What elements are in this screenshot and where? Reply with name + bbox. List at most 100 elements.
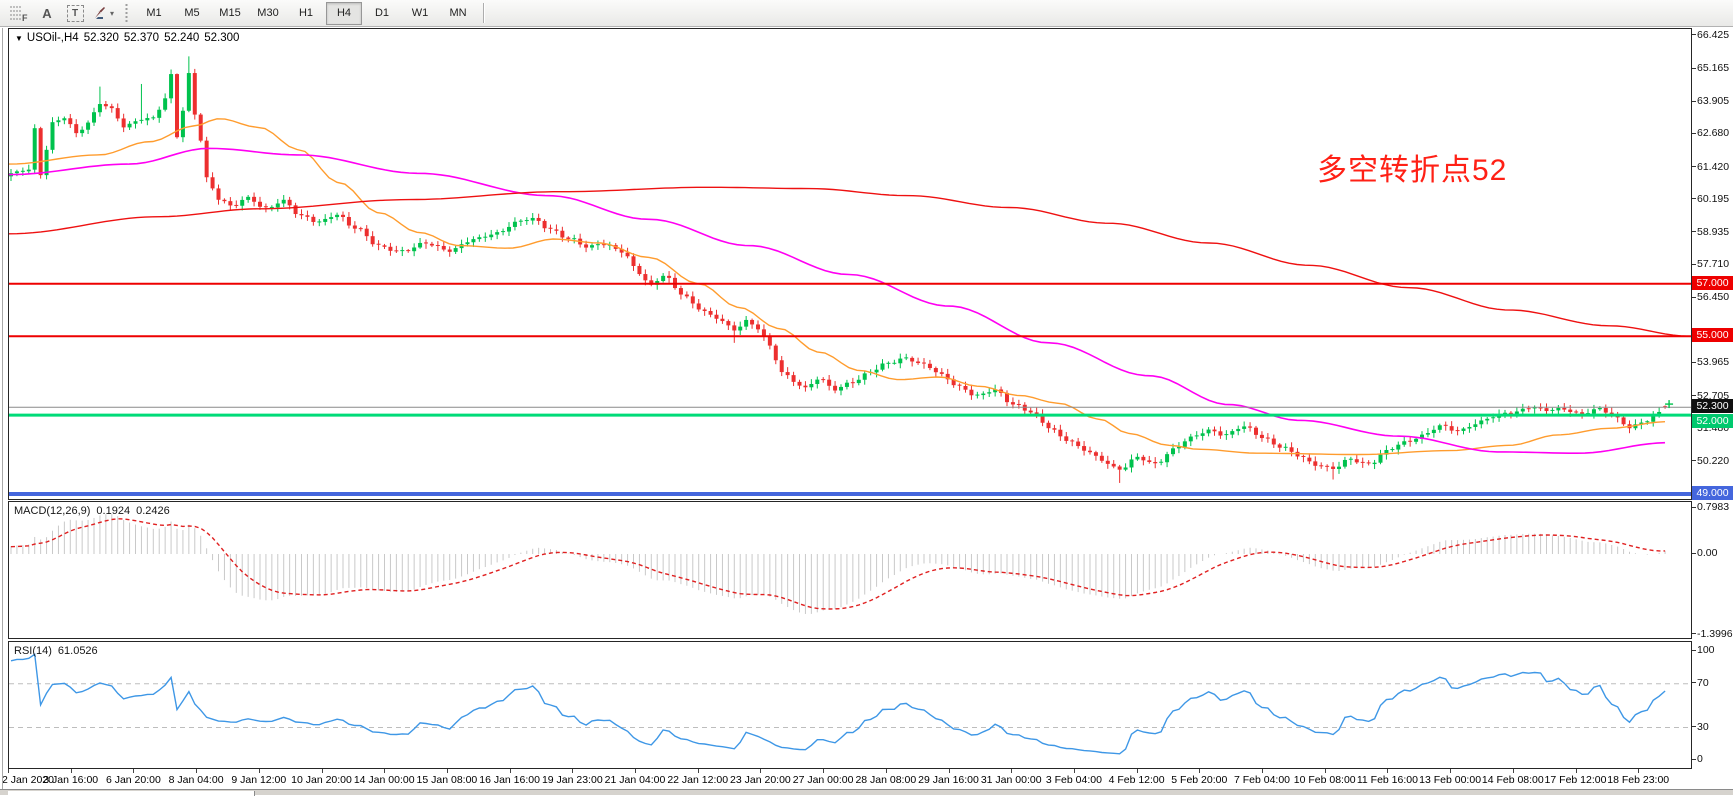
price-axis-tick bbox=[1692, 460, 1696, 461]
rsi-tick-label: 70 bbox=[1697, 676, 1709, 689]
time-axis-tick bbox=[1011, 769, 1013, 773]
ohlc-low: 52.240 bbox=[164, 32, 200, 44]
macd-canvas[interactable] bbox=[9, 502, 1691, 638]
date-label: 18 Feb 23:00 bbox=[1607, 774, 1670, 786]
timeframe-button-M1[interactable]: M1 bbox=[146, 6, 162, 19]
rsi-tick-label: 30 bbox=[1697, 720, 1709, 733]
date-label: 4 Feb 12:00 bbox=[1108, 774, 1165, 786]
toolbar-grip[interactable] bbox=[124, 4, 129, 22]
date-label: 14 Jan 00:00 bbox=[353, 774, 415, 786]
macd-value-signal: 0.2426 bbox=[136, 505, 170, 517]
macd-signal-line bbox=[10, 518, 1666, 610]
price-axis-tick bbox=[1692, 133, 1696, 134]
date-label: 17 Feb 12:00 bbox=[1544, 774, 1607, 786]
rsi-axis-tick bbox=[1692, 682, 1696, 683]
time-axis[interactable]: 2 Jan 2020 3 Jan 16:00 6 Jan 20:00 8 Jan 04… bbox=[0, 769, 1733, 789]
time-axis-tick bbox=[635, 769, 636, 773]
timeframe-button-D1[interactable]: D1 bbox=[374, 6, 390, 19]
date-label: 28 Jan 08:00 bbox=[855, 774, 917, 786]
time-axis-tick bbox=[8, 769, 9, 773]
time-axis-tick bbox=[509, 769, 511, 773]
ohlc-open: 52.320 bbox=[83, 32, 119, 44]
date-label: 10 Jan 20:00 bbox=[291, 774, 352, 786]
time-axis-tick bbox=[1512, 769, 1514, 773]
chart-title: ▼ USOil-,H4 52.320 52.370 52.240 52.300 bbox=[15, 32, 239, 44]
timeframe-toolbar: M1 M5 M15 M30 H1 H4 D1 W1 MN bbox=[135, 1, 477, 25]
time-axis-tick bbox=[885, 769, 887, 773]
time-axis-tick bbox=[1199, 769, 1201, 773]
time-axis-tick bbox=[321, 769, 323, 773]
date-label: 22 Jan 12:00 bbox=[667, 774, 729, 786]
timeframe-button-MN[interactable]: MN bbox=[449, 6, 467, 19]
rsi-label: RSI(14) 61.0526 bbox=[14, 645, 104, 657]
macd-value-main: 0.1924 bbox=[96, 505, 131, 517]
price-badge-52.300: 52.300 bbox=[1692, 399, 1733, 414]
macd-name: MACD(12,26,9) bbox=[14, 505, 91, 517]
price-axis-tick bbox=[1692, 231, 1696, 232]
date-label: 9 Jan 12:00 bbox=[231, 774, 287, 786]
date-label: 23 Jan 20:00 bbox=[730, 774, 791, 786]
window-edge bbox=[2, 28, 3, 789]
time-axis-tick bbox=[1073, 769, 1075, 773]
price-axis-tick bbox=[1692, 34, 1696, 35]
timeframe-button-H4[interactable]: H4 bbox=[326, 1, 362, 25]
chart-tab-bar bbox=[0, 789, 1733, 796]
text-tool-button[interactable]: A bbox=[34, 2, 60, 24]
macd-axis-tick bbox=[1692, 553, 1696, 554]
macd-axis-tick bbox=[1692, 507, 1696, 508]
time-axis-tick bbox=[1136, 769, 1138, 773]
date-label: 6 Jan 20:00 bbox=[105, 774, 161, 786]
ma-mid-line bbox=[9, 147, 1666, 454]
timeframe-button-H1[interactable]: H1 bbox=[298, 6, 314, 19]
date-label: 31 Jan 00:00 bbox=[980, 774, 1042, 786]
price-axis-tick bbox=[1692, 166, 1696, 167]
main-chart-canvas[interactable] bbox=[9, 29, 1691, 499]
time-axis-tick bbox=[384, 769, 386, 773]
timeframe-button-W1[interactable]: W1 bbox=[411, 6, 429, 19]
rsi-axis-tick bbox=[1692, 650, 1696, 651]
toolbar: F A T ▾ M1 M5 M15 M30 H1 H4 D1 W1 MN bbox=[0, 0, 1733, 27]
timeframe-button-M15[interactable]: M15 bbox=[219, 6, 241, 19]
rsi-value: 61.0526 bbox=[57, 645, 98, 657]
text-tool-icon: A bbox=[42, 5, 52, 21]
macd-tick-label: 0.00 bbox=[1697, 547, 1718, 559]
date-label: 19 Jan 23:00 bbox=[541, 774, 603, 786]
date-label: 7 Feb 04:00 bbox=[1233, 774, 1291, 786]
time-axis-tick bbox=[258, 769, 260, 773]
date-label: 2 Jan 2020 bbox=[2, 774, 54, 786]
timeframe-button-M5[interactable]: M5 bbox=[184, 6, 200, 19]
date-label: 13 Feb 00:00 bbox=[1419, 774, 1482, 786]
price-tick-label: 52.705 bbox=[1697, 389, 1730, 402]
price-tick-label: 63.905 bbox=[1697, 95, 1730, 108]
chart-symbol-period: USOil-,H4 bbox=[26, 32, 79, 44]
price-tick-label: 62.680 bbox=[1697, 127, 1730, 140]
candlestick-series bbox=[9, 56, 1668, 483]
rsi-axis-tick bbox=[1692, 726, 1696, 727]
annotation-text[interactable]: 多空转折点52 bbox=[1317, 154, 1508, 187]
rsi-tick-label: 100 bbox=[1697, 644, 1715, 656]
symbol-dropdown-marker-icon[interactable]: ▼ bbox=[15, 34, 23, 43]
rsi-tick-label: 0 bbox=[1697, 753, 1703, 766]
chart-tab[interactable] bbox=[8, 791, 255, 796]
price-tick-label: 50.220 bbox=[1697, 454, 1730, 467]
price-axis-tick bbox=[1692, 395, 1696, 396]
arrows-tool-button[interactable]: ▾ bbox=[90, 2, 116, 24]
timeframe-button-M30[interactable]: M30 bbox=[257, 6, 279, 19]
price-tick-label: 58.935 bbox=[1697, 225, 1730, 238]
macd-panel: MACD(12,26,9) 0.1924 0.2426 bbox=[8, 501, 1692, 639]
rsi-canvas[interactable] bbox=[9, 642, 1691, 768]
date-label: 5 Feb 20:00 bbox=[1171, 774, 1228, 786]
rsi-axis-tick bbox=[1692, 759, 1696, 760]
macd-tick-label: 0.7983 bbox=[1697, 501, 1730, 513]
time-axis-tick bbox=[697, 769, 699, 773]
text-label-icon: T bbox=[66, 4, 84, 22]
date-label: 21 Jan 04:00 bbox=[604, 774, 666, 786]
fibonacci-icon: F bbox=[10, 6, 28, 22]
chevron-down-icon[interactable]: ▾ bbox=[109, 8, 114, 18]
price-tick-label: 56.450 bbox=[1697, 291, 1730, 304]
date-label: 27 Jan 00:00 bbox=[792, 774, 854, 786]
price-axis[interactable]: 66.425 65.165 63.905 62.680 61.420 60.195 58.9… bbox=[1692, 28, 1733, 769]
date-label: 10 Feb 08:00 bbox=[1293, 774, 1356, 786]
text-label-tool-button[interactable]: T bbox=[62, 2, 88, 24]
fibonacci-tool-button[interactable]: F bbox=[6, 2, 32, 24]
